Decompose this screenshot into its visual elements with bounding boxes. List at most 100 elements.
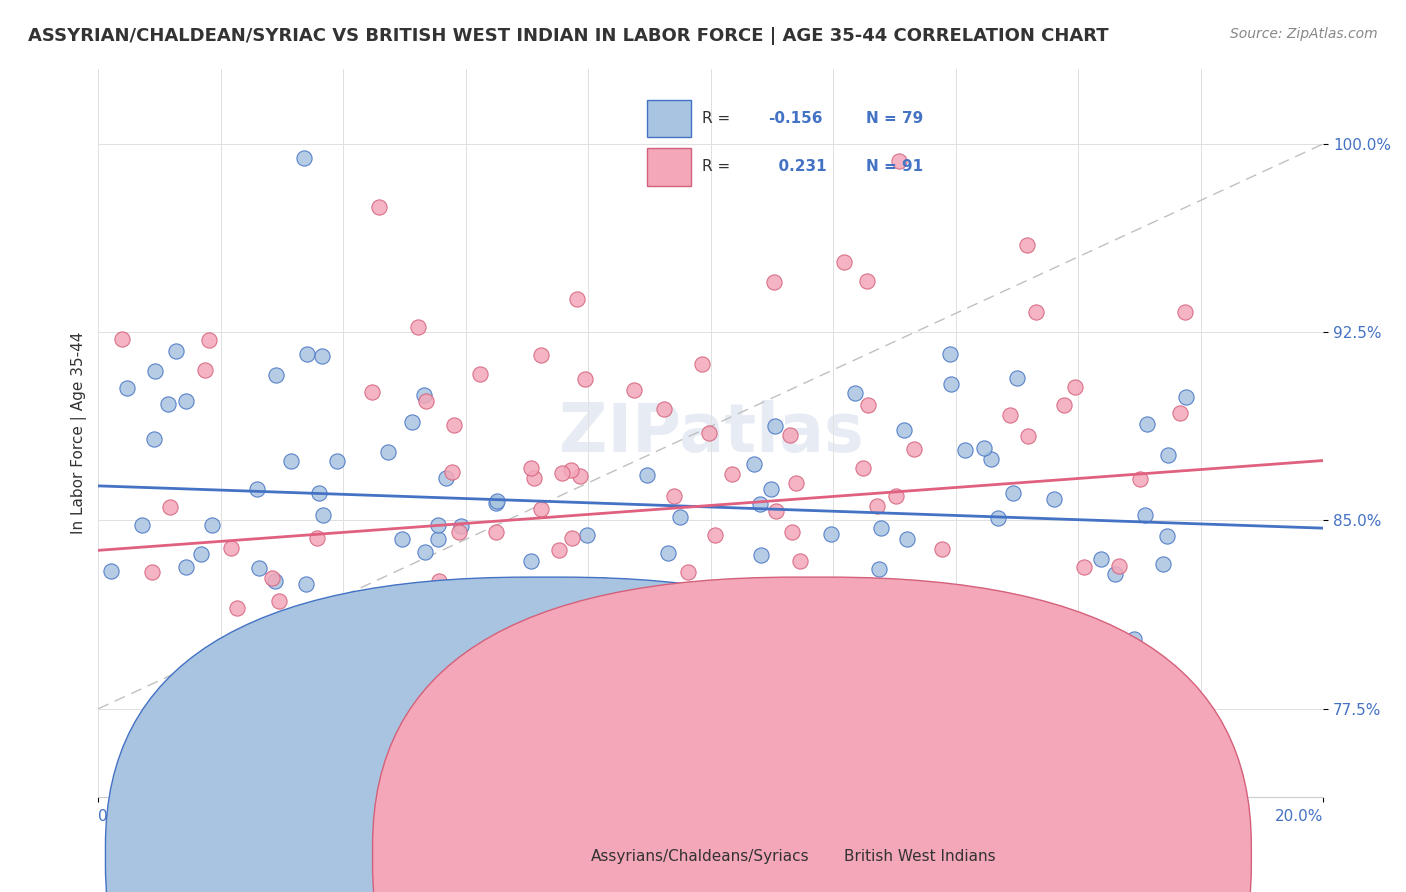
Point [755,591,778,605]
Point [548,542,571,557]
Point [412,388,434,402]
Point [427,532,450,546]
Point [413,545,436,559]
Point [789,554,811,568]
Point [742,458,765,472]
Point [893,423,915,437]
Point [882,679,904,693]
Point [1074,621,1097,635]
Text: ASSYRIAN/CHALDEAN/SYRIAC VS BRITISH WEST INDIAN IN LABOR FORCE | AGE 35-44 CORRE: ASSYRIAN/CHALDEAN/SYRIAC VS BRITISH WEST… [28,27,1109,45]
Point [219,541,242,555]
Point [832,255,855,269]
Point [426,712,449,726]
Point [987,511,1010,525]
Point [1129,472,1152,486]
Point [763,418,786,433]
Point [1064,379,1087,393]
Point [565,292,588,306]
Point [495,644,517,658]
Point [520,461,543,475]
FancyBboxPatch shape [647,148,690,186]
Point [530,502,553,516]
Point [342,663,364,677]
Point [697,426,720,441]
Point [503,646,526,660]
Point [450,519,472,533]
Point [111,333,134,347]
Point [326,454,349,468]
Text: Source: ZipAtlas.com: Source: ZipAtlas.com [1230,27,1378,41]
FancyBboxPatch shape [647,100,690,137]
Point [246,482,269,496]
Point [893,586,915,600]
Point [820,527,842,541]
Point [690,357,713,371]
Text: R =: R = [702,111,735,126]
Point [1174,305,1197,319]
Point [165,343,187,358]
Point [1005,371,1028,385]
Point [827,756,849,771]
Point [1002,485,1025,500]
Point [308,486,330,500]
Point [470,580,492,594]
Point [778,614,800,628]
Point [752,610,775,624]
Point [1168,406,1191,420]
Point [1073,560,1095,574]
Point [939,347,962,361]
Point [406,320,429,334]
Point [703,528,725,542]
Point [644,707,666,722]
Point [401,415,423,429]
Point [485,525,508,540]
Point [441,465,464,479]
Text: ZIPatlas: ZIPatlas [558,400,863,466]
Text: 0.0%: 0.0% [98,809,138,824]
Point [523,471,546,485]
Point [852,460,875,475]
Point [174,560,197,574]
Point [652,401,675,416]
Point [664,704,686,718]
Point [1156,528,1178,542]
Point [620,610,643,624]
Point [264,368,287,382]
Point [1136,417,1159,431]
Point [143,432,166,446]
Point [749,497,772,511]
Point [436,693,458,707]
Point [856,398,879,412]
Point [557,593,579,607]
Point [391,533,413,547]
Point [676,650,699,665]
Point [1104,567,1126,582]
Point [561,531,583,545]
Point [115,381,138,395]
Point [194,363,217,377]
Text: N = 79: N = 79 [866,111,924,126]
Point [1157,448,1180,462]
Point [1043,491,1066,506]
Point [931,542,953,557]
Point [939,377,962,392]
Point [1133,508,1156,523]
Point [973,442,995,456]
Point [443,418,465,433]
Text: 0.231: 0.231 [768,159,827,174]
Point [427,574,450,589]
Point [886,489,908,503]
Point [225,600,247,615]
Point [530,348,553,362]
Point [262,571,284,585]
Point [576,528,599,542]
Point [427,517,450,532]
Point [1090,552,1112,566]
Point [896,532,918,546]
Point [856,274,879,288]
Point [292,152,315,166]
Point [567,640,589,654]
Point [184,678,207,692]
Text: British West Indians: British West Indians [844,849,995,863]
Point [688,618,710,632]
